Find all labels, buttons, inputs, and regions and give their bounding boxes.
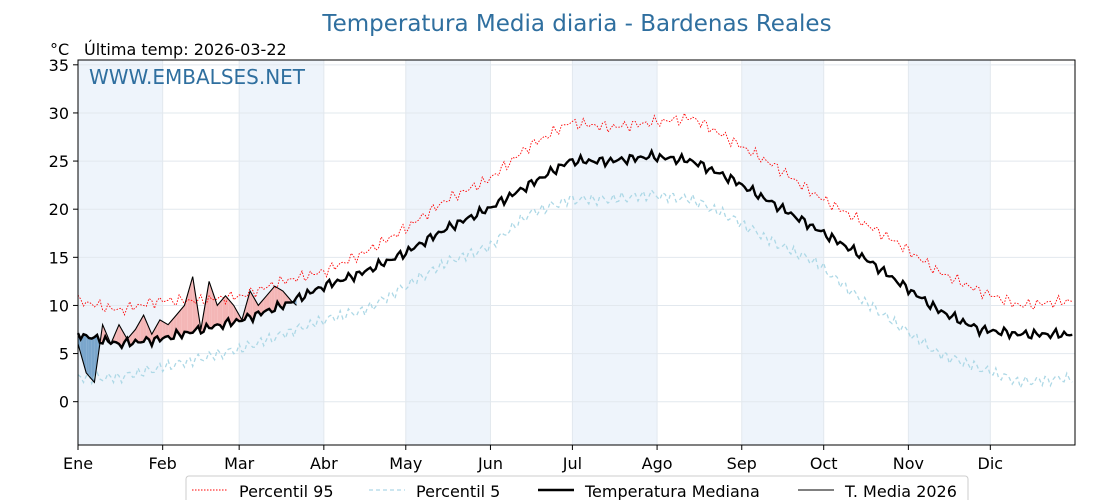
fill-above-median: [247, 291, 251, 317]
fill-above-median: [269, 289, 272, 313]
x-tick-label-sep: Sep: [727, 454, 757, 473]
x-tick-label-jul: Jul: [562, 454, 582, 473]
y-tick-label: 10: [49, 296, 69, 315]
x-tick-label-dic: Dic: [978, 454, 1004, 473]
legend-label: Percentil 95: [239, 482, 334, 500]
x-axis: Ene Feb Mar Abr May Jun Jul Ago Sep Oct Nov Dic: [63, 445, 1003, 473]
fill-above-median: [170, 318, 174, 340]
fill-above-median: [168, 321, 171, 340]
series-percentil-95: [77, 112, 1073, 317]
month-shading: [78, 60, 991, 445]
fill-above-median: [285, 294, 289, 303]
y-tick-label: 20: [49, 200, 69, 219]
x-tick-label-oct: Oct: [810, 454, 838, 473]
legend: Percentil 95 Percentil 5 Temperatura Media…: [185, 475, 969, 500]
month-shade-may: [405, 60, 491, 445]
y-axis: 0 5 10 15 20 25 30 35: [49, 56, 78, 412]
y-tick-label: 30: [49, 104, 69, 123]
fill-below-median: [86, 335, 89, 377]
fill-above-median: [116, 324, 119, 344]
watermark: WWW.EMBALSES.NET: [89, 65, 306, 89]
fill-below-median: [91, 337, 95, 383]
series-temperatura-mediana: [76, 147, 1073, 351]
chart-title: Temperatura Media diaria - Bardenas Real…: [321, 11, 831, 37]
last-temp-label: Última temp: 2026-03-22: [84, 40, 287, 59]
y-tick-label: 5: [59, 345, 69, 364]
y-tick-label: 35: [49, 56, 69, 75]
fill-above-median: [266, 292, 270, 311]
anomaly-fills: [78, 276, 297, 383]
fill-below-median: [83, 334, 87, 373]
fill-above-median: [181, 305, 185, 338]
y-tick-label: 0: [59, 393, 69, 412]
fill-above-median: [220, 299, 223, 329]
x-tick-label-may: May: [389, 454, 422, 473]
fill-below-median: [94, 334, 98, 383]
legend-label: Percentil 5: [416, 482, 500, 500]
plot-frame: [77, 59, 1076, 446]
legend-label: T. Media 2026: [844, 482, 957, 500]
month-shade-ene: [78, 60, 163, 445]
fill-above-median: [176, 311, 180, 334]
fill-above-median: [189, 276, 193, 334]
fill-above-median: [138, 319, 141, 343]
fill-above-median: [179, 308, 182, 338]
fill-above-median: [280, 289, 283, 310]
x-tick-label-ago: Ago: [642, 454, 673, 473]
fill-above-median: [165, 323, 169, 337]
fill-above-median: [146, 321, 150, 340]
y-tick-label: 25: [49, 152, 69, 171]
fill-above-median: [225, 295, 229, 322]
legend-box: [185, 475, 969, 500]
fill-above-median: [143, 315, 147, 342]
fill-above-median: [250, 291, 253, 322]
series-lines: [76, 112, 1073, 390]
fill-above-median: [230, 302, 234, 326]
fill-above-median: [217, 302, 221, 326]
series-t-media-2026: [77, 276, 297, 384]
fill-above-median: [140, 315, 144, 343]
fill-above-median: [159, 319, 163, 342]
fill-above-median: [129, 332, 133, 346]
month-shade-sep: [741, 60, 824, 445]
x-tick-label-mar: Mar: [224, 454, 255, 473]
y-unit-label: °C: [50, 40, 69, 59]
x-tick-label-abr: Abr: [310, 454, 338, 473]
x-tick-label-feb: Feb: [149, 454, 177, 473]
fill-below-median: [88, 337, 92, 380]
fill-above-median: [154, 324, 158, 339]
fill-above-median: [162, 321, 166, 339]
x-tick-label-ene: Ene: [63, 454, 93, 473]
month-shade-nov: [908, 60, 991, 445]
fill-above-median: [209, 281, 212, 329]
x-tick-label-nov: Nov: [893, 454, 924, 473]
y-tick-label: 15: [49, 248, 69, 267]
fill-above-median: [263, 295, 267, 312]
legend-label: Temperatura Mediana: [584, 482, 760, 500]
month-shade-mar: [239, 60, 324, 445]
fill-above-median: [271, 286, 275, 313]
x-tick-label-jun: Jun: [477, 454, 503, 473]
fill-above-median: [206, 281, 210, 329]
fill-above-median: [222, 295, 226, 329]
fill-above-median: [255, 300, 259, 314]
fill-above-median: [118, 324, 122, 348]
month-shade-jul: [572, 60, 658, 445]
fill-above-median: [211, 289, 215, 329]
fill-above-median: [187, 286, 190, 334]
series-percentil-5: [77, 188, 1073, 390]
